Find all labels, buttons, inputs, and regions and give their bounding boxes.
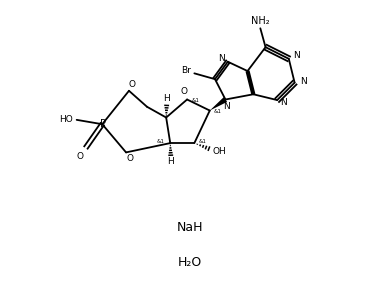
Text: N: N bbox=[223, 102, 230, 111]
Text: O: O bbox=[128, 80, 135, 89]
Text: OH: OH bbox=[213, 147, 226, 156]
Text: &1: &1 bbox=[156, 139, 164, 144]
Text: HO: HO bbox=[59, 115, 73, 124]
Text: &1: &1 bbox=[192, 98, 200, 103]
Text: H₂O: H₂O bbox=[178, 256, 202, 269]
Text: N: N bbox=[218, 54, 225, 63]
Text: O: O bbox=[77, 152, 84, 161]
Text: P: P bbox=[100, 119, 106, 128]
Text: N: N bbox=[280, 98, 287, 107]
Text: H: H bbox=[163, 94, 170, 103]
Text: N: N bbox=[300, 77, 307, 86]
Text: NH₂: NH₂ bbox=[251, 16, 270, 26]
Text: O: O bbox=[126, 154, 133, 163]
Text: N: N bbox=[293, 51, 299, 60]
Text: O: O bbox=[180, 87, 188, 96]
Text: &1: &1 bbox=[199, 139, 206, 144]
Text: NaH: NaH bbox=[177, 221, 203, 234]
Text: &1: &1 bbox=[214, 110, 222, 114]
Text: Br: Br bbox=[181, 66, 191, 75]
Polygon shape bbox=[210, 97, 227, 111]
Text: H: H bbox=[168, 157, 174, 166]
